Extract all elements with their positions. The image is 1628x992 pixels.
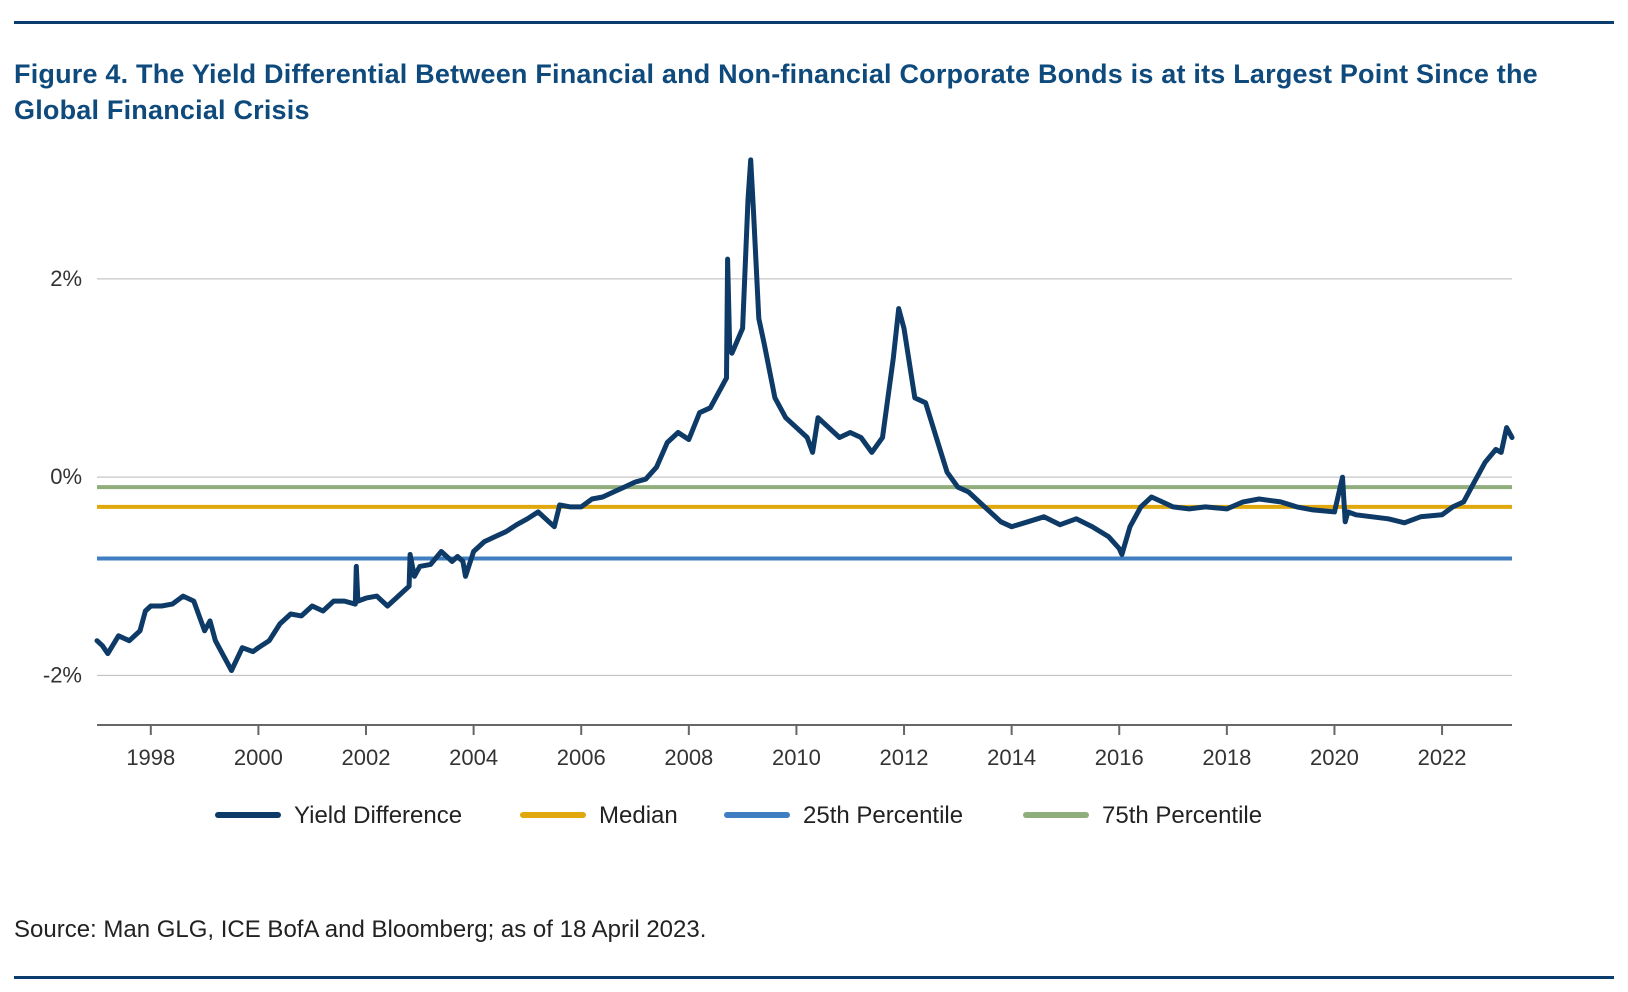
x-tick-label: 2006 — [557, 745, 606, 770]
x-tick-label: 2014 — [987, 745, 1036, 770]
x-tick-label: 2012 — [880, 745, 929, 770]
bottom-rule — [14, 976, 1614, 979]
y-tick-label: -2% — [43, 662, 82, 687]
source-note: Source: Man GLG, ICE BofA and Bloomberg;… — [14, 916, 707, 943]
x-axis: 1998 2000 2002 2004 2006 2008 2010 2012 2014 2016… — [97, 724, 1512, 770]
y-tick-label: 2% — [50, 266, 82, 291]
x-tick-label: 2004 — [449, 745, 498, 770]
legend-label: Median — [599, 802, 678, 829]
x-tick-label: 2002 — [342, 745, 391, 770]
legend-label: Yield Difference — [294, 802, 462, 829]
x-tick-label: 2010 — [772, 745, 821, 770]
top-rule — [14, 21, 1614, 24]
yield-difference-line — [94, 157, 1515, 673]
legend-label: 75th Percentile — [1102, 802, 1262, 829]
figure-title: Figure 4. The Yield Differential Between… — [14, 59, 1538, 125]
legend: Yield Difference Median 25th Percentile 75t… — [215, 802, 1262, 829]
x-tick-label: 2008 — [664, 745, 713, 770]
grid-lines — [97, 278, 1512, 676]
legend-item-75th-percentile: 75th Percentile — [1023, 802, 1262, 829]
x-tick-label: 2022 — [1418, 745, 1467, 770]
legend-label: 25th Percentile — [803, 802, 963, 829]
reference-lines — [97, 485, 1512, 561]
x-tick-label: 2000 — [234, 745, 283, 770]
legend-item-25th-percentile: 25th Percentile — [724, 802, 963, 829]
legend-item-median: Median — [520, 802, 678, 829]
x-tick-label: 2016 — [1095, 745, 1144, 770]
x-tick-label: 2020 — [1310, 745, 1359, 770]
x-tick-label: 1998 — [126, 745, 175, 770]
y-axis-tick-labels: -2% 0% 2% — [43, 266, 82, 688]
y-tick-label: 0% — [50, 464, 82, 489]
legend-item-yield-difference: Yield Difference — [215, 802, 462, 829]
series-group — [94, 157, 1515, 673]
x-tick-label: 2018 — [1202, 745, 1251, 770]
